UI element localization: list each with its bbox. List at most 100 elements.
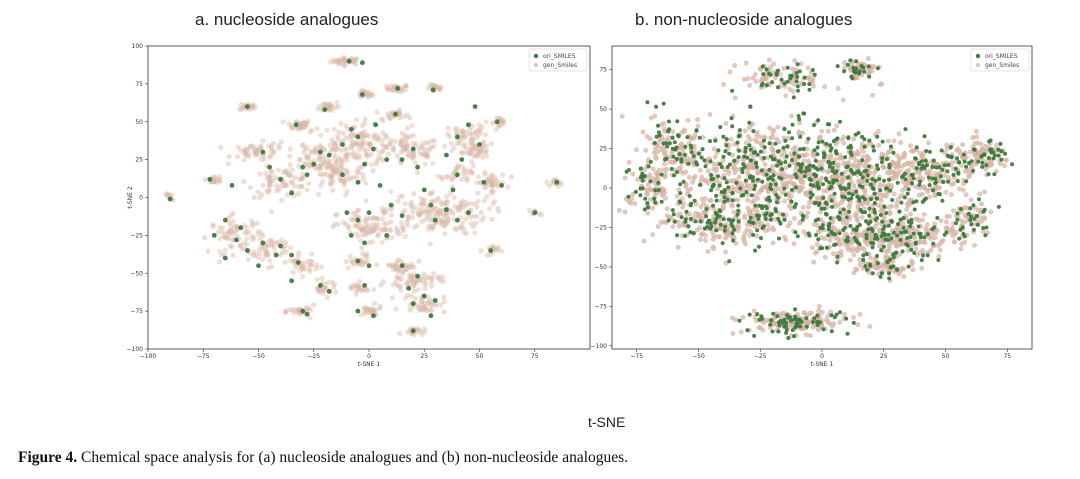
gen-smiles-point — [361, 226, 367, 232]
gen-smiles-point — [280, 169, 286, 175]
gen-smiles-point — [382, 227, 388, 233]
gen-smiles-point — [816, 136, 822, 141]
gen-smiles-point — [732, 164, 737, 170]
ori-smiles-point — [873, 178, 878, 183]
gen-smiles-point — [211, 179, 217, 185]
ori-smiles-point — [730, 231, 735, 236]
gen-smiles-point — [917, 150, 923, 156]
gen-smiles-point — [477, 130, 483, 136]
gen-smiles-point — [288, 179, 294, 185]
gen-smiles-point — [358, 262, 364, 268]
gen-smiles-point — [387, 226, 393, 233]
gen-smiles-point — [372, 300, 378, 306]
gen-smiles-point — [435, 274, 442, 280]
ori-smiles-point — [775, 85, 780, 90]
gen-smiles-point — [343, 258, 349, 264]
ori-smiles-point — [971, 203, 976, 208]
ori-smiles-point — [732, 227, 736, 232]
ori-smiles-point — [322, 107, 328, 112]
gen-smiles-point — [168, 192, 174, 198]
gen-smiles-point — [366, 146, 372, 152]
gen-smiles-point — [266, 181, 272, 187]
gen-smiles-point — [495, 181, 501, 187]
gen-smiles-point — [723, 260, 729, 266]
ori-smiles-point — [942, 232, 947, 237]
gen-smiles-point — [409, 155, 415, 161]
ori-smiles-point — [880, 139, 885, 144]
gen-smiles-point — [238, 102, 244, 108]
gen-smiles-point — [676, 219, 681, 225]
y-tick-label: −100 — [591, 343, 608, 350]
ori-smiles-point — [722, 190, 727, 195]
x-tick-label: 50 — [942, 353, 950, 360]
gen-smiles-point — [428, 302, 434, 308]
gen-smiles-point — [846, 204, 852, 210]
gen-smiles-point — [417, 201, 423, 207]
ori-smiles-point — [751, 129, 756, 134]
gen-smiles-point — [365, 92, 371, 98]
ori-smiles-point — [816, 140, 821, 145]
gen-smiles-point — [414, 302, 420, 308]
gen-smiles-point — [356, 285, 362, 291]
gen-smiles-point — [293, 264, 299, 270]
gen-smiles-point — [732, 63, 738, 68]
gen-smiles-point — [403, 83, 409, 89]
gen-smiles-point — [411, 332, 417, 338]
gen-smiles-point — [227, 243, 233, 249]
gen-smiles-point — [362, 304, 368, 311]
gen-smiles-point — [363, 286, 369, 293]
ori-smiles-point — [710, 184, 715, 189]
gen-smiles-point — [267, 174, 273, 180]
gen-smiles-point — [214, 176, 220, 182]
gen-smiles-point — [356, 286, 362, 292]
gen-smiles-point — [344, 157, 351, 163]
ori-smiles-point — [872, 210, 877, 215]
gen-smiles-point — [832, 226, 837, 232]
gen-smiles-point — [252, 104, 258, 110]
gen-smiles-point — [432, 198, 438, 204]
gen-smiles-point — [459, 150, 465, 156]
gen-smiles-point — [257, 171, 263, 177]
gen-smiles-point — [362, 310, 368, 316]
gen-smiles-point — [411, 204, 417, 210]
ori-smiles-point — [917, 182, 922, 187]
ori-smiles-point — [776, 195, 780, 200]
ori-smiles-point — [795, 317, 800, 322]
ori-smiles-point — [855, 194, 860, 199]
gen-smiles-point — [396, 257, 402, 263]
ori-smiles-point — [874, 196, 879, 201]
gen-smiles-point — [289, 307, 295, 313]
ori-smiles-point — [770, 177, 775, 182]
gen-smiles-point — [438, 302, 444, 308]
ori-smiles-point — [762, 156, 767, 160]
gen-smiles-point — [436, 210, 442, 216]
gen-smiles-point — [861, 163, 867, 168]
ori-smiles-point — [751, 221, 756, 225]
gen-smiles-point — [402, 87, 409, 93]
ori-smiles-point — [847, 209, 852, 214]
ori-smiles-point — [980, 164, 985, 169]
gen-smiles-point — [361, 134, 367, 140]
gen-smiles-point — [408, 261, 414, 267]
gen-smiles-point — [796, 189, 802, 194]
gen-smiles-point — [367, 142, 373, 148]
gen-smiles-point — [454, 207, 461, 213]
ori-smiles-point — [760, 316, 765, 321]
gen-smiles-point — [211, 178, 218, 184]
ori-smiles-point — [992, 153, 997, 158]
ori-smiles-point — [832, 243, 837, 247]
gen-smiles-point — [371, 221, 377, 227]
gen-smiles-point — [268, 154, 274, 160]
ori-smiles-point — [736, 155, 741, 160]
gen-smiles-point — [392, 262, 398, 268]
gen-smiles-point — [411, 282, 417, 288]
gen-smiles-point — [837, 242, 843, 247]
gen-smiles-point — [397, 107, 403, 113]
gen-smiles-point — [472, 130, 478, 136]
gen-smiles-point — [410, 132, 416, 139]
caption-text: Chemical space analysis for (a) nucleosi… — [77, 449, 629, 466]
gen-smiles-point — [781, 66, 787, 71]
gen-smiles-point — [362, 217, 368, 224]
ori-smiles-point — [672, 219, 677, 224]
gen-smiles-point — [850, 240, 855, 246]
